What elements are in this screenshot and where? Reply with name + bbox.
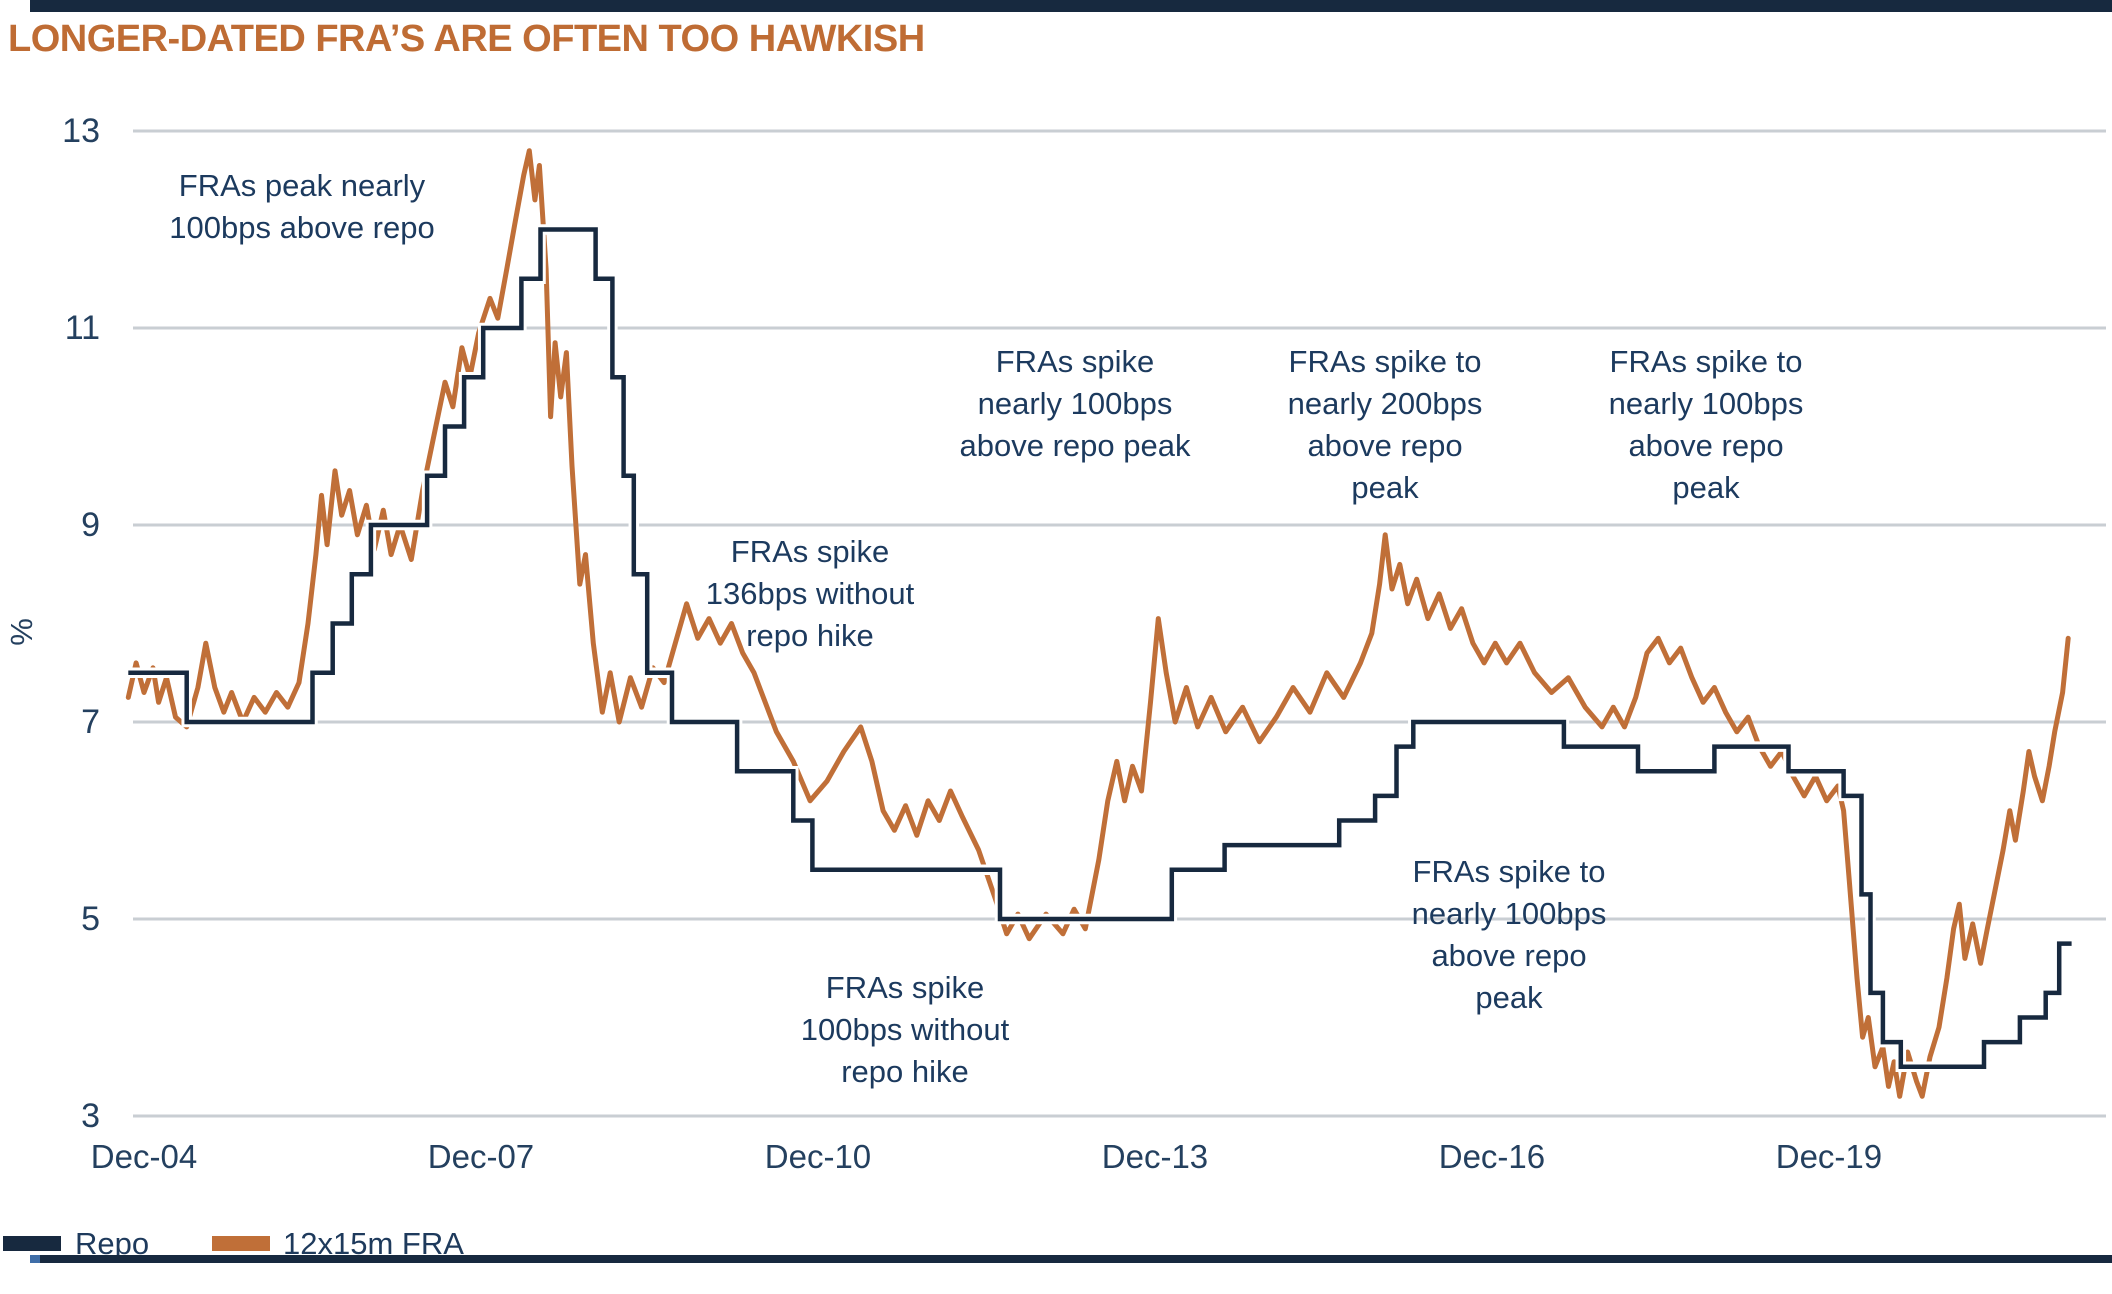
y-tick-label-11: 11	[64, 309, 100, 347]
x-tick-label-Dec-19: Dec-19	[1775, 1138, 1883, 1175]
legend-swatch-repo	[3, 1236, 61, 1251]
bottom-accent-tick	[30, 1255, 40, 1263]
y-tick-label-7: 7	[81, 703, 100, 741]
y-tick-label-13: 13	[62, 112, 100, 150]
repo-line	[128, 227, 2072, 1070]
y-axis-title: %	[4, 618, 39, 646]
fra-line	[125, 148, 2071, 1099]
x-tick-label-Dec-10: Dec-10	[764, 1138, 872, 1175]
y-tick-label-9: 9	[81, 506, 100, 544]
annotation-6: FRAs spike 100bps without repo hike	[800, 970, 1010, 1089]
y-tick-label-5: 5	[81, 900, 100, 938]
x-tick-label-Dec-16: Dec-16	[1438, 1138, 1546, 1175]
annotation-4: FRAs spike to nearly 200bps above repo p…	[1287, 344, 1483, 505]
annotation-1: FRAs peak nearly 100bps above repo	[169, 168, 435, 245]
top-accent-bar	[30, 0, 2112, 12]
x-tick-label-Dec-07: Dec-07	[427, 1138, 535, 1175]
annotation-5: FRAs spike to nearly 100bps above repo p…	[1608, 344, 1804, 505]
x-tick-label-Dec-13: Dec-13	[1101, 1138, 1209, 1175]
annotation-3: FRAs spike nearly 100bps above repo peak	[959, 344, 1191, 463]
legend-swatch-fra	[212, 1236, 270, 1251]
annotation-2: FRAs spike 136bps without repo hike	[705, 534, 915, 653]
annotation-7: FRAs spike to nearly 100bps above repo p…	[1411, 854, 1607, 1015]
bottom-accent-bar	[30, 1255, 2112, 1263]
x-tick-label-Dec-04: Dec-04	[90, 1138, 198, 1175]
chart-title: LONGER-DATED FRA’S ARE OFTEN TOO HAWKISH	[8, 18, 925, 60]
y-tick-label-3: 3	[81, 1097, 100, 1135]
